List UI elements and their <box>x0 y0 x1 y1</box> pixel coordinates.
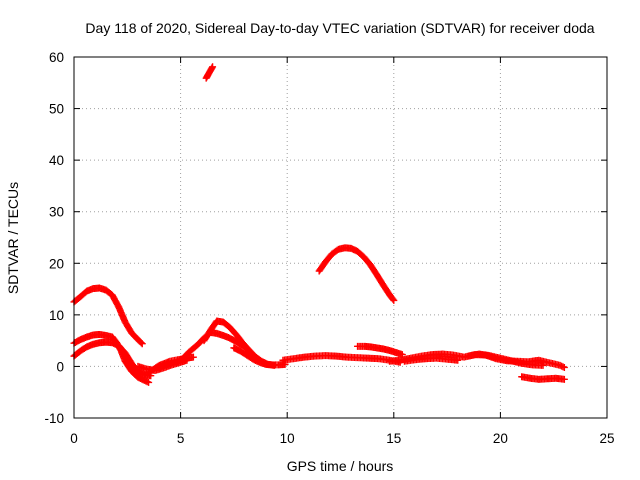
y-tick-label: 50 <box>49 102 64 117</box>
x-tick-label: 20 <box>493 431 508 446</box>
x-tick-label: 15 <box>386 431 401 446</box>
series-arc-14 <box>400 354 462 365</box>
y-tick-label: 0 <box>56 359 64 374</box>
series-arc-9 <box>202 63 217 82</box>
data-point <box>454 356 462 364</box>
data-points <box>70 63 568 386</box>
series-arc-1 <box>70 284 146 348</box>
data-point-interp <box>137 339 145 347</box>
series-arc-8 <box>230 344 289 369</box>
series-arc-10 <box>279 352 404 366</box>
axis-ticks: 0 5 10 15 20 25 -10 0 10 20 30 40 50 60 <box>44 50 614 446</box>
y-tick-label: -10 <box>44 411 64 426</box>
plot-frame <box>73 56 608 419</box>
y-tick-label: 40 <box>49 153 64 168</box>
data-point <box>138 340 146 348</box>
series-arc-11 <box>315 244 398 304</box>
y-tick-label: 10 <box>49 308 64 323</box>
data-point <box>145 378 153 386</box>
data-point <box>560 375 568 383</box>
data-point-interp <box>389 295 397 303</box>
data-point <box>560 363 568 371</box>
series-arc-15 <box>464 350 547 369</box>
data-point <box>390 296 398 304</box>
x-tick-label: 5 <box>177 431 185 446</box>
chart-title: Day 118 of 2020, Sidereal Day-to-day VTE… <box>85 20 594 36</box>
y-tick-label: 30 <box>49 205 64 220</box>
data-point <box>539 361 547 369</box>
x-tick-label: 25 <box>599 431 614 446</box>
y-tick-label: 60 <box>49 50 64 65</box>
data-point <box>209 63 217 71</box>
x-tick-label: 0 <box>70 431 78 446</box>
series-arc-16 <box>518 373 568 383</box>
y-tick-label: 20 <box>49 256 64 271</box>
x-tick-label: 10 <box>280 431 295 446</box>
series-arc-5 <box>145 353 197 377</box>
series-arc-3 <box>70 338 155 380</box>
x-axis-label: GPS time / hours <box>287 458 394 474</box>
series-arc-12 <box>354 342 406 359</box>
data-point <box>189 353 197 361</box>
y-axis-label: SDTVAR / TECUs <box>5 182 21 294</box>
